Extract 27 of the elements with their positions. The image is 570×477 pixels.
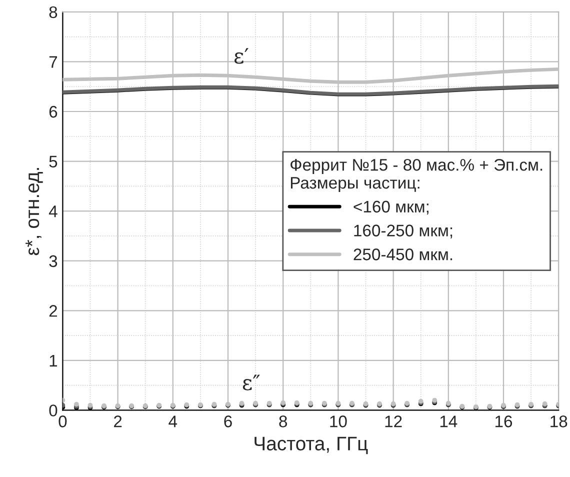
y-axis-title: ε*, отн.ед. [26,168,43,256]
y-tick-label: 7 [49,56,58,68]
x-tick-label: 18 [550,416,568,428]
x-axis-title: Частота, ГГц [254,436,368,454]
y-tick-label: 4 [48,206,58,218]
x-tick-label: 2 [114,416,122,428]
annotation: ε′ [234,48,248,64]
x-tick-label: 0 [58,416,67,428]
legend-label: 250-450 мкм. [354,248,452,260]
legend-title: Феррит №15 - 80 мас.% + Эп.см. Размеры частиц: [290,158,542,192]
x-tick-label: 4 [168,416,178,428]
y-tick-label: 2 [49,305,58,317]
x-tick-label: 16 [496,416,512,428]
y-tick-label: 5 [49,156,58,168]
x-tick-label: 6 [224,416,232,428]
legend-label: <160 мкм; [354,200,428,215]
x-tick-label: 10 [330,416,347,428]
x-tick-label: 14 [440,416,458,428]
y-tick-label: 8 [49,6,58,18]
x-tick-label: 8 [279,416,288,428]
y-tick-label: 6 [49,106,58,118]
annotation: ε″ [242,374,260,390]
legend-label: 160-250 мкм; [354,224,452,238]
y-tick-label: 3 [49,255,58,268]
x-tick-label: 12 [385,416,402,428]
y-tick-label: 1 [50,355,58,366]
y-tick-label: 0 [49,404,58,416]
